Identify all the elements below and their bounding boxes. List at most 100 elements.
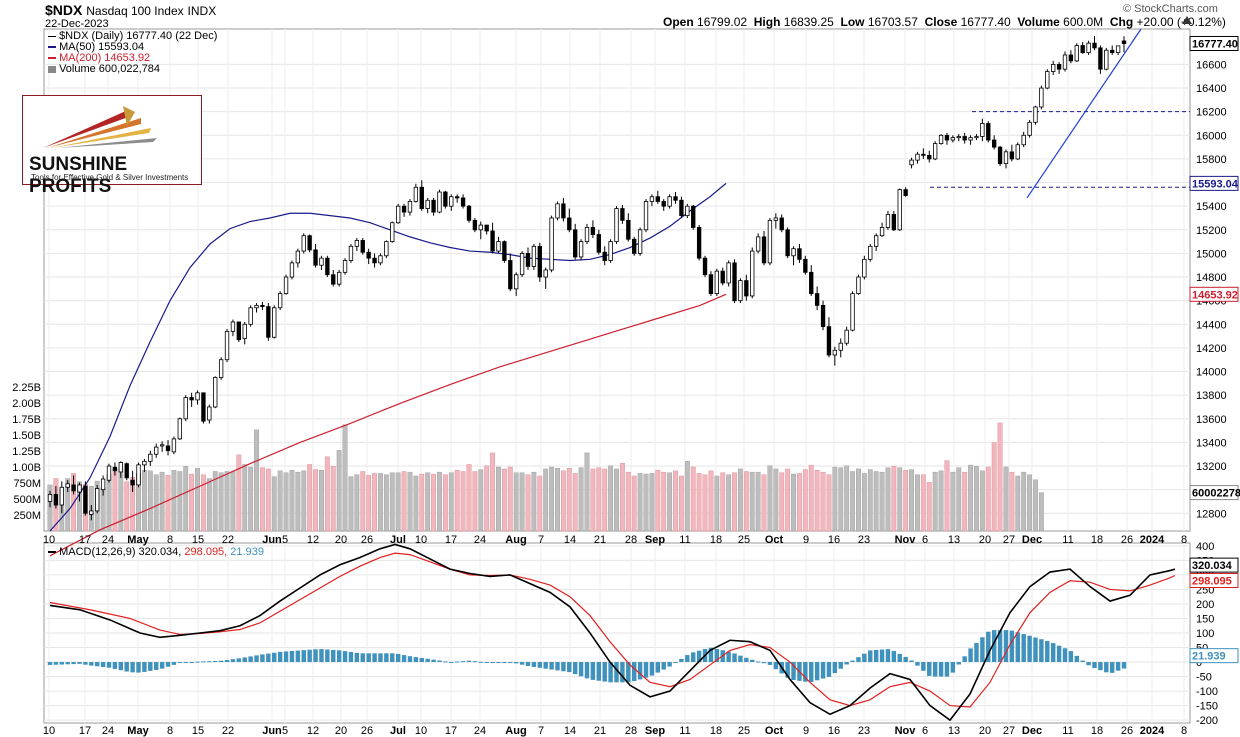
candle-body: [419, 186, 424, 209]
x-tick-label-macd: 11: [1062, 725, 1073, 737]
volume-bar: [395, 472, 401, 532]
macd-histogram-bar: [130, 662, 135, 673]
volume-bar: [926, 482, 932, 532]
macd-histogram-bar: [213, 661, 218, 663]
x-tick-label: 20: [979, 534, 991, 546]
chart-date: 22-Dec-2023: [45, 18, 109, 30]
macd-histogram-bar: [549, 662, 554, 670]
volume-bar: [625, 471, 631, 532]
macd-histogram-bar: [260, 654, 265, 663]
x-tick-label-macd: 24: [102, 725, 114, 737]
x-tick-label-macd: 8: [1181, 725, 1187, 737]
macd-histogram-bar: [531, 662, 537, 667]
macd-histogram-bar: [826, 662, 832, 677]
price-tick-label: 15400: [1196, 201, 1227, 213]
x-tick-label-macd: 14: [564, 725, 576, 737]
macd-histogram-bar: [578, 662, 584, 677]
macd-histogram-bar: [331, 649, 336, 663]
volume-bar: [478, 469, 484, 532]
macd-tick-label: 150: [1196, 613, 1214, 625]
volume-bar: [265, 468, 271, 532]
macd-histogram-bar: [655, 662, 661, 673]
candle-body: [755, 236, 761, 252]
candle-body: [496, 241, 501, 252]
macd-histogram-bar: [956, 662, 961, 665]
x-tick-label: 11: [1062, 534, 1073, 546]
candle-body: [679, 199, 684, 217]
candle-body: [484, 224, 489, 232]
volume-bar: [761, 474, 767, 532]
candle-body: [71, 484, 76, 492]
volume-bar: [165, 475, 171, 532]
candle-body: [1021, 134, 1026, 146]
x-tick-label: 22: [222, 534, 234, 546]
macd-histogram-bar: [873, 649, 879, 663]
candle-body: [230, 321, 236, 332]
macd-histogram-bar: [47, 662, 53, 665]
logo-rays-icon: [43, 106, 157, 148]
volume-bar: [183, 466, 189, 532]
candle-body: [868, 245, 873, 260]
volume-bar: [295, 471, 301, 532]
candle-body: [1080, 45, 1085, 54]
volume-bar: [920, 474, 926, 532]
volume-bar: [549, 466, 555, 532]
ma50-line: [49, 182, 727, 532]
macd-histogram-bar: [991, 630, 997, 663]
volume-bar: [643, 473, 649, 532]
candle-body: [614, 208, 619, 243]
candle-body: [189, 397, 194, 401]
candle-body: [437, 191, 442, 213]
macd-histogram-bar: [791, 662, 796, 680]
candle-body: [195, 392, 200, 401]
volume-bar: [301, 470, 307, 532]
macd-histogram-bar: [962, 656, 967, 663]
price-tick-label: 12800: [1196, 508, 1227, 520]
macd-histogram-bar: [236, 658, 242, 663]
macd-histogram-bar: [750, 659, 755, 663]
macd-histogram-bar: [65, 662, 70, 665]
volume-tick-label: 500M: [13, 494, 41, 506]
macd-histogram-bar: [885, 649, 891, 663]
volume-bar: [584, 452, 590, 532]
x-tick-label-macd: 18: [710, 725, 722, 737]
x-tick-label-macd: Dec: [1022, 725, 1042, 737]
candle-body: [903, 189, 908, 196]
macd-histogram-bar: [437, 660, 442, 663]
volume-bar: [619, 462, 625, 532]
candle-body: [797, 248, 802, 260]
macd-histogram-bar: [661, 662, 666, 670]
candle-body: [685, 205, 690, 217]
macd-histogram-bar: [183, 662, 188, 664]
candle-body: [254, 304, 259, 309]
x-tick-label: 8: [167, 534, 173, 546]
volume-bar: [702, 474, 708, 532]
volume-bar: [383, 474, 389, 532]
volume-bar: [472, 471, 478, 532]
candle-body: [791, 248, 796, 257]
macd-histogram-bar: [142, 662, 147, 672]
x-tick-label-macd: 5: [282, 725, 288, 737]
price-tick-label: 16200: [1196, 107, 1227, 119]
candle-body: [307, 235, 312, 251]
candle-body: [602, 251, 607, 261]
volume-bar: [537, 475, 543, 532]
copyright: © StockCharts.com: [1123, 3, 1218, 15]
macd-histogram-bar: [714, 649, 720, 663]
candle-body: [1086, 42, 1091, 54]
volume-bar: [856, 468, 861, 532]
candle-body: [779, 217, 784, 231]
macd-histogram-bar: [277, 651, 283, 663]
volume-bar: [749, 471, 755, 532]
volume-bar: [578, 467, 584, 532]
x-tick-label-macd: 11: [679, 725, 690, 737]
candle-body: [272, 307, 277, 338]
volume-bar: [779, 472, 785, 532]
volume-bar: [844, 465, 850, 532]
macd-histogram-bar: [844, 662, 849, 665]
x-tick-label-macd: Jun: [262, 725, 282, 737]
candle-body: [820, 304, 826, 328]
macd-histogram-bar: [1009, 630, 1015, 663]
candle-body: [974, 136, 979, 139]
candle-body: [873, 235, 879, 247]
